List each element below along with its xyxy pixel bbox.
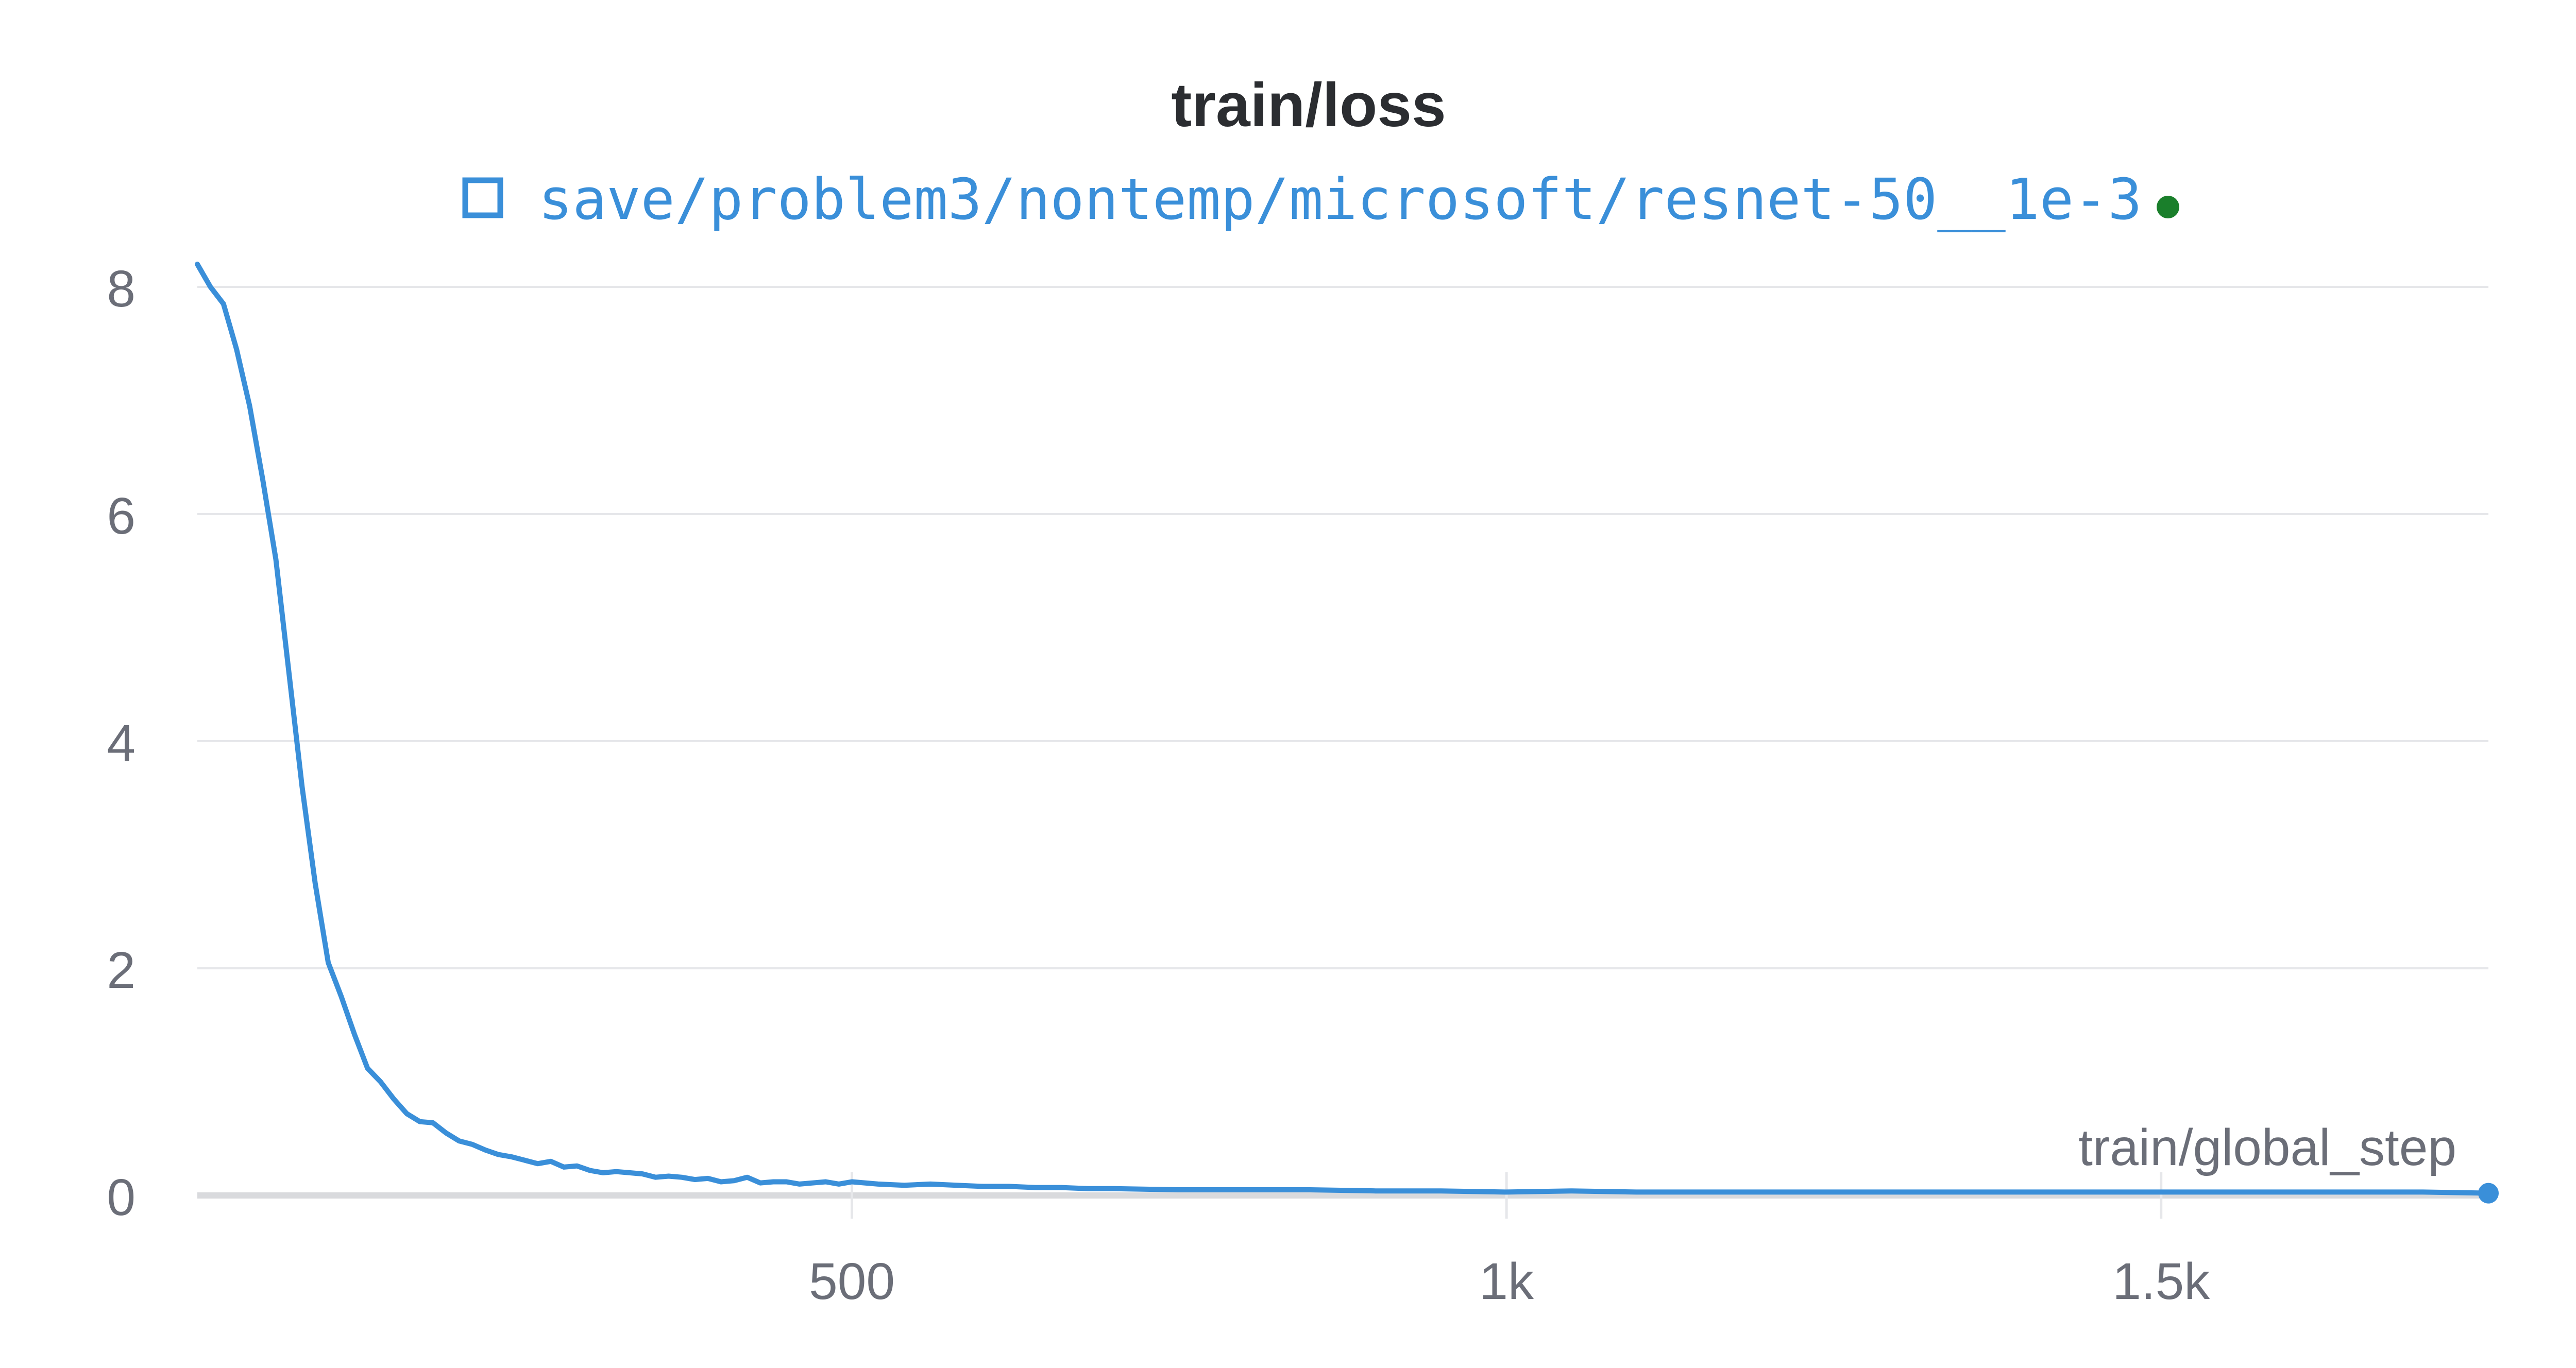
- x-tick-label: 1.5k: [2112, 1253, 2210, 1310]
- x-axis-tick-labels: 500 1k 1.5k: [809, 1253, 2210, 1310]
- y-tick-label: 0: [107, 1169, 135, 1226]
- series-end-point: [2478, 1183, 2499, 1204]
- series-line-0: [195, 261, 2491, 1196]
- grid-lines: [197, 286, 2488, 1199]
- y-tick-label: 8: [107, 260, 135, 318]
- x-axis-label: train/global_step: [2078, 1119, 2456, 1176]
- x-tick-label: 500: [809, 1253, 895, 1310]
- y-tick-label: 2: [107, 942, 135, 999]
- chart-title: train/loss: [1171, 71, 1446, 140]
- series-lines: [195, 261, 2499, 1204]
- y-tick-label: 6: [107, 487, 135, 545]
- legend-series-label: save/problem3/nontemp/microsoft/resnet-5…: [538, 166, 2142, 232]
- square-outline-icon: [462, 177, 503, 218]
- legend[interactable]: save/problem3/nontemp/microsoft/resnet-5…: [462, 166, 2179, 232]
- y-tick-label: 4: [107, 714, 135, 772]
- x-tick-label: 1k: [1479, 1253, 1534, 1310]
- green-dot-icon: [2157, 196, 2179, 218]
- y-axis-tick-labels: 0 2 4 6 8: [107, 260, 135, 1226]
